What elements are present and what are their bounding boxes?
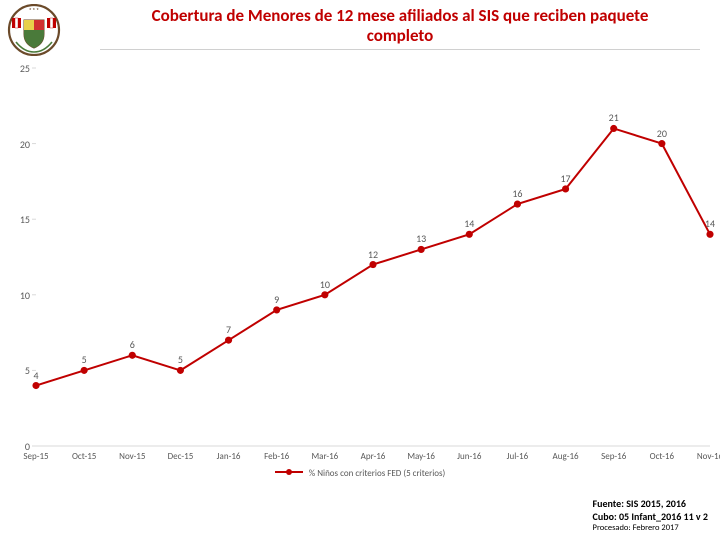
x-tick-label: Jun-16 [447, 451, 491, 462]
chart-title: Cobertura de Menores de 12 mese afiliado… [100, 6, 700, 50]
x-tick-label: Sep-16 [592, 451, 636, 462]
data-label: 14 [705, 217, 715, 230]
line-chart: 0510152025 Sep-15Oct-15Nov-15Dec-15Jan-1… [0, 64, 720, 494]
x-tick-label: Sep-15 [14, 451, 58, 462]
title-line1: Cobertura de Menores de 12 mese afiliado… [152, 5, 649, 26]
data-label: 13 [416, 232, 426, 245]
y-tick-label: 5 [0, 364, 30, 377]
source-line1: Fuente: SIS 2015, 2016 [593, 498, 708, 511]
x-tick-label: Nov-15 [110, 451, 154, 462]
data-label: 17 [560, 172, 570, 185]
data-label: 9 [274, 293, 279, 306]
x-tick-label: Dec-15 [158, 451, 202, 462]
data-label: 5 [82, 353, 87, 366]
data-label: 7 [226, 323, 231, 336]
data-label: 10 [320, 278, 330, 291]
title-line2: completo [367, 25, 434, 46]
data-label: 16 [512, 187, 522, 200]
source-line2: Cubo: 05 Infant_2016 11 v 2 [593, 511, 708, 524]
source-block: Fuente: SIS 2015, 2016 Cubo: 05 Infant_2… [593, 498, 708, 534]
data-label: 4 [33, 369, 38, 382]
data-label: 5 [178, 353, 183, 366]
x-tick-label: Jan-16 [207, 451, 251, 462]
x-tick-label: Oct-16 [640, 451, 684, 462]
data-label: 20 [657, 127, 667, 140]
source-line3: Procesado: Febrero 2017 [593, 523, 708, 534]
legend-swatch [275, 467, 303, 480]
x-tick-label: Jul-16 [495, 451, 539, 462]
x-tick-label: Apr-16 [351, 451, 395, 462]
data-label: 21 [609, 111, 619, 124]
x-tick-label: Mar-16 [303, 451, 347, 462]
data-label: 12 [368, 248, 378, 261]
y-tick-label: 15 [0, 213, 30, 226]
legend-label: % Niños con criterios FED (5 criterios) [309, 468, 446, 479]
y-tick-label: 25 [0, 62, 30, 75]
x-tick-label: Oct-15 [62, 451, 106, 462]
y-tick-label: 20 [0, 138, 30, 151]
x-tick-label: May-16 [399, 451, 443, 462]
x-tick-label: Nov-16 [688, 451, 720, 462]
data-label: 14 [464, 217, 474, 230]
svg-text:★ ★ ★: ★ ★ ★ [29, 7, 39, 11]
page-root: ★ ★ ★ Cobertura de Menores de 12 mese af… [0, 0, 720, 540]
chart-svg [0, 64, 720, 494]
x-tick-label: Feb-16 [255, 451, 299, 462]
data-label: 6 [130, 338, 135, 351]
chart-legend: % Niños con criterios FED (5 criterios) [0, 467, 720, 480]
x-tick-label: Aug-16 [544, 451, 588, 462]
y-tick-label: 10 [0, 289, 30, 302]
crest-logo: ★ ★ ★ [6, 4, 62, 56]
